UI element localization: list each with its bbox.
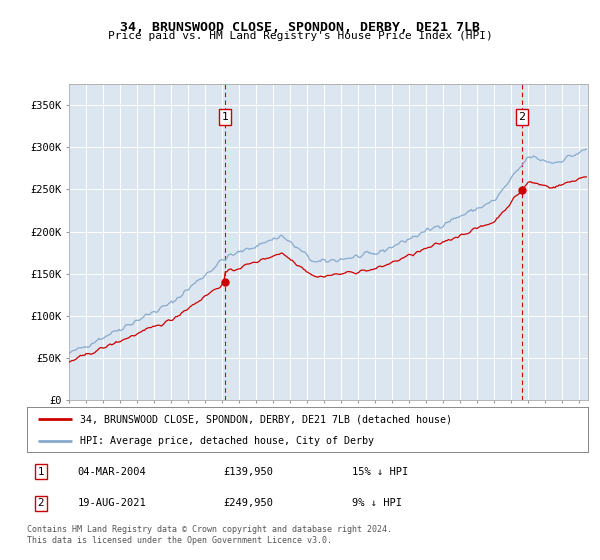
Text: £249,950: £249,950: [223, 498, 274, 508]
Text: 34, BRUNSWOOD CLOSE, SPONDON, DERBY, DE21 7LB (detached house): 34, BRUNSWOOD CLOSE, SPONDON, DERBY, DE2…: [80, 414, 452, 424]
Text: Contains HM Land Registry data © Crown copyright and database right 2024.
This d: Contains HM Land Registry data © Crown c…: [27, 525, 392, 545]
Text: 2: 2: [518, 112, 526, 122]
Text: 19-AUG-2021: 19-AUG-2021: [77, 498, 146, 508]
Text: 04-MAR-2004: 04-MAR-2004: [77, 466, 146, 477]
Text: HPI: Average price, detached house, City of Derby: HPI: Average price, detached house, City…: [80, 436, 374, 446]
Text: 1: 1: [38, 466, 44, 477]
Text: 9% ↓ HPI: 9% ↓ HPI: [352, 498, 403, 508]
Text: Price paid vs. HM Land Registry's House Price Index (HPI): Price paid vs. HM Land Registry's House …: [107, 31, 493, 41]
Text: 15% ↓ HPI: 15% ↓ HPI: [352, 466, 409, 477]
Text: 34, BRUNSWOOD CLOSE, SPONDON, DERBY, DE21 7LB: 34, BRUNSWOOD CLOSE, SPONDON, DERBY, DE2…: [120, 21, 480, 34]
Text: 1: 1: [221, 112, 229, 122]
Text: £139,950: £139,950: [223, 466, 274, 477]
Text: 2: 2: [38, 498, 44, 508]
